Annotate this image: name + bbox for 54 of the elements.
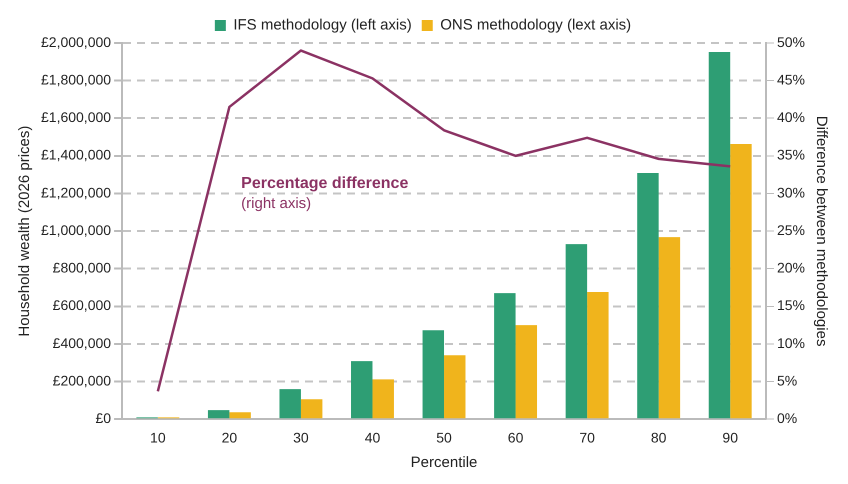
y2-tick-label: 5%: [776, 372, 798, 388]
x-tick-label: 90: [722, 429, 738, 446]
bar: [708, 52, 730, 418]
y2-tick-label: 40%: [776, 109, 806, 126]
bar: [587, 292, 609, 418]
legend-label: ONS methodology (lext axis): [440, 16, 632, 34]
bar: [372, 379, 394, 418]
bar: [444, 355, 466, 418]
y2-tick-label: 10%: [776, 334, 806, 351]
y-tick-label: £800,000: [52, 260, 112, 276]
bar: [658, 237, 680, 418]
y-tick-label: £200,000: [52, 372, 112, 388]
x-tick-label: 60: [508, 429, 524, 446]
y-tick-label: £2,000,000: [40, 34, 112, 50]
y-tick-label: £600,000: [52, 297, 112, 314]
y-tick-label: £400,000: [52, 334, 112, 351]
y2-tick-label: 50%: [776, 34, 806, 50]
y2-tick-label: 0%: [776, 410, 798, 426]
x-tick-label: 50: [436, 429, 452, 446]
bar: [494, 293, 516, 418]
x-tick-label: 70: [579, 429, 596, 446]
y2-tick-label: 15%: [776, 297, 806, 314]
bar: [730, 144, 752, 418]
y-tick-label: £1,000,000: [40, 222, 112, 238]
bar: [566, 244, 588, 418]
y-tick-label: £1,400,000: [40, 146, 112, 163]
bar: [208, 410, 230, 418]
y2-axis-title: Difference between methodologies: [812, 116, 830, 346]
legend-label: IFS methodology (left axis): [233, 16, 412, 34]
y-tick-label: £1,200,000: [40, 184, 112, 200]
bar: [300, 399, 322, 418]
bar: [351, 361, 372, 418]
x-tick-label: 10: [150, 429, 166, 446]
x-tick-label: 20: [222, 429, 238, 446]
bar: [422, 330, 444, 418]
bar: [516, 325, 538, 418]
x-tick-label: 40: [364, 429, 380, 446]
bar: [637, 172, 659, 418]
annotation: (right axis): [241, 194, 312, 212]
y-tick-label: £1,600,000: [40, 109, 112, 126]
y-axis-title: Household wealth (2026 prices): [16, 126, 34, 337]
y2-tick-label: 20%: [776, 260, 806, 276]
x-axis-title: Percentile: [410, 454, 478, 472]
y2-tick-label: 25%: [776, 222, 806, 238]
y2-tick-label: 35%: [776, 146, 806, 163]
y-tick-label: £1,800,000: [40, 71, 112, 88]
y2-tick-label: 45%: [776, 71, 806, 88]
x-tick-label: 30: [293, 429, 309, 446]
bar: [229, 412, 251, 418]
series-label: Percentage difference: [241, 174, 408, 192]
y-tick-label: £0: [95, 410, 112, 426]
bar: [279, 389, 301, 418]
y2-tick-label: 30%: [776, 184, 806, 200]
x-tick-label: 80: [650, 429, 667, 446]
